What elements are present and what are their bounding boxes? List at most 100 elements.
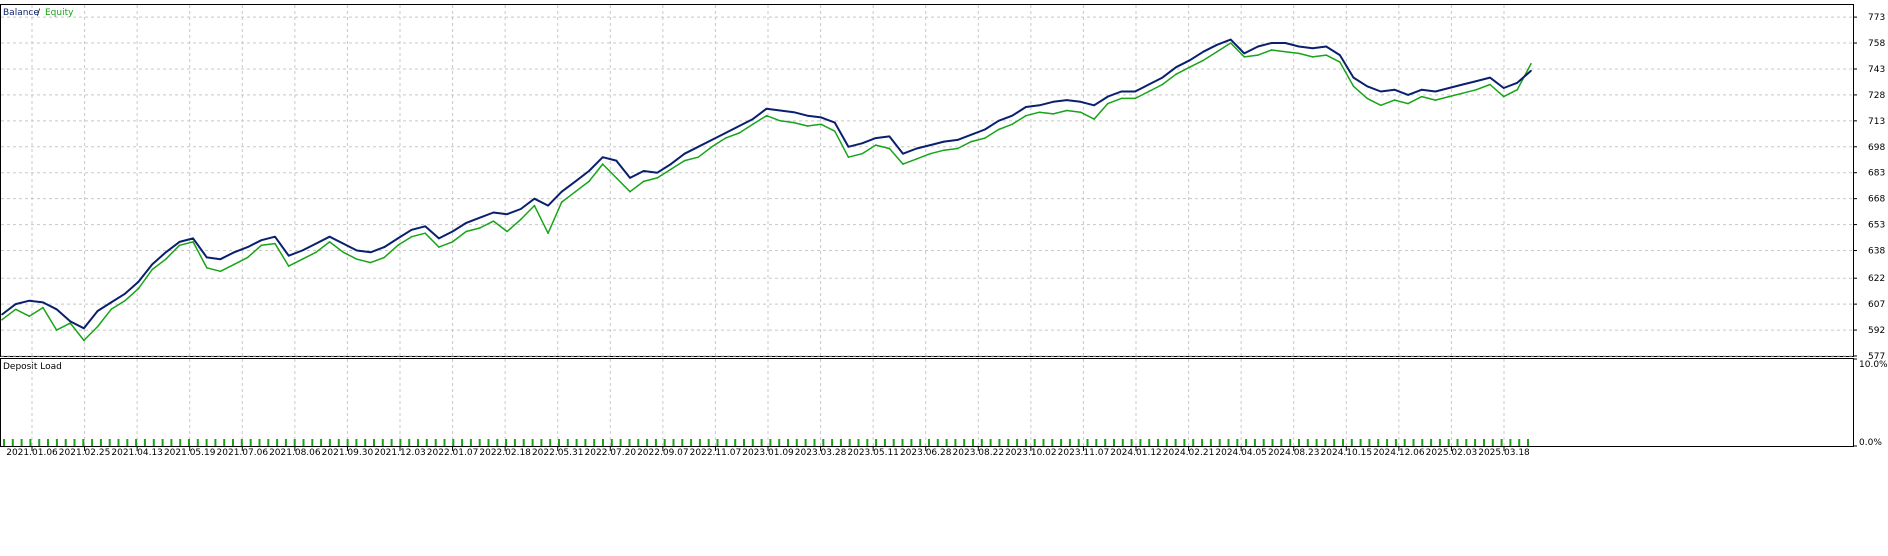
deposit-load-bar — [760, 439, 763, 446]
balance-point — [724, 132, 727, 134]
balance-point — [711, 139, 713, 141]
deposit-load-bar — [1148, 439, 1151, 446]
deposit-load-bar — [276, 439, 279, 446]
deposit-load-bar — [566, 439, 569, 446]
deposit-load-bar — [549, 439, 552, 446]
deposit-load-bar — [1315, 439, 1318, 446]
deposit-load-bar — [690, 439, 693, 446]
deposit-load-bar — [989, 439, 992, 446]
balance-point — [915, 147, 918, 150]
equity-point — [1434, 99, 1437, 101]
deposit-load-bar — [540, 439, 543, 446]
deposit-load-bar — [1527, 439, 1529, 446]
equity-point — [1530, 62, 1532, 65]
equity-point — [96, 325, 99, 328]
deposit-load-bar — [126, 439, 129, 446]
equity-point — [124, 299, 126, 302]
equity-point — [1216, 50, 1218, 53]
deposit-load-bar — [1077, 439, 1080, 446]
balance-point — [601, 156, 604, 158]
deposit-load-bar — [364, 439, 367, 446]
balance-point — [1038, 104, 1041, 107]
balance-point — [560, 190, 563, 193]
deposit-load-bar — [892, 439, 895, 446]
balance-point — [1434, 90, 1437, 93]
equity-point — [943, 149, 945, 152]
balance-point — [192, 237, 194, 240]
deposit-load-bar — [161, 439, 164, 446]
deposit-load-bar — [425, 439, 428, 446]
balance-point — [1420, 88, 1423, 91]
balance-point — [1011, 114, 1014, 117]
equity-point — [137, 287, 140, 290]
x-tick-label: 2023.08.22 — [953, 448, 1005, 458]
balance-point — [219, 258, 222, 260]
deposit-load-bar — [1394, 439, 1397, 446]
deposit-load-bar — [267, 439, 270, 446]
equity-point — [1066, 109, 1068, 112]
deposit-load-frame — [0, 358, 1854, 447]
balance-point — [1284, 42, 1287, 44]
balance-point — [1079, 101, 1082, 103]
balance-point — [14, 303, 17, 305]
equity-point — [1325, 54, 1328, 56]
x-tick-label: 2021.01.06 — [6, 448, 58, 458]
balance-point — [1147, 83, 1150, 86]
deposit-load-bar — [320, 439, 323, 446]
equity-point — [847, 156, 850, 158]
x-tick-label: 2022.07.20 — [585, 448, 637, 458]
equity-point — [588, 180, 590, 183]
equity-point — [956, 147, 959, 150]
balance-point — [315, 242, 317, 245]
equity-point — [287, 265, 290, 267]
deposit-load-bar — [522, 439, 525, 446]
deposit-load-bar — [681, 439, 684, 446]
equity-point — [1393, 99, 1396, 101]
deposit-load-bar — [214, 439, 217, 446]
balance-point — [547, 204, 549, 207]
balance-point — [574, 180, 577, 183]
deposit-load-bar — [795, 439, 798, 446]
balance-point — [642, 170, 645, 172]
deposit-load-bar — [1165, 439, 1168, 446]
x-tick-label: 2024.02.21 — [1163, 448, 1215, 458]
equity-point — [1025, 114, 1027, 117]
deposit-load-bar — [883, 439, 886, 446]
equity-point — [724, 137, 727, 139]
deposit-load-bar — [558, 439, 560, 446]
deposit-load-bar — [373, 439, 375, 446]
load-y-tick-label: 10.0% — [1859, 360, 1888, 370]
deposit-load-bar — [998, 439, 1001, 446]
equity-point — [629, 190, 631, 193]
equity-point — [806, 125, 809, 127]
balance-point — [1298, 45, 1300, 48]
deposit-load-bar — [240, 439, 243, 446]
balance-point — [233, 251, 235, 254]
balance-point — [519, 208, 522, 210]
equity-point — [902, 163, 904, 165]
deposit-load-bar — [1183, 439, 1186, 446]
balance-point — [943, 140, 945, 143]
x-tick-label: 2022.01.07 — [427, 448, 479, 458]
equity-point — [69, 322, 72, 324]
balance-point — [847, 145, 850, 148]
deposit-load-bar — [1306, 439, 1309, 446]
deposit-load-bar — [64, 439, 67, 446]
balance-point — [287, 254, 290, 257]
equity-point — [465, 230, 467, 233]
x-tick-label: 2022.02.18 — [479, 448, 531, 458]
x-tick-label: 2024.01.12 — [1110, 448, 1162, 458]
equity-point — [1161, 83, 1164, 86]
deposit-load-bar — [1236, 439, 1239, 446]
equity-point — [1298, 52, 1300, 55]
equity-point — [14, 308, 17, 311]
equity-point — [1229, 42, 1232, 44]
x-tick-label: 2023.03.28 — [795, 448, 847, 458]
deposit-load-bar — [584, 439, 587, 446]
balance-point — [1407, 94, 1409, 96]
balance-point — [137, 280, 140, 283]
balance-point — [1325, 45, 1328, 48]
balance-point — [697, 145, 700, 148]
deposit-load-bar — [179, 439, 182, 446]
deposit-load-bar — [1465, 439, 1468, 446]
